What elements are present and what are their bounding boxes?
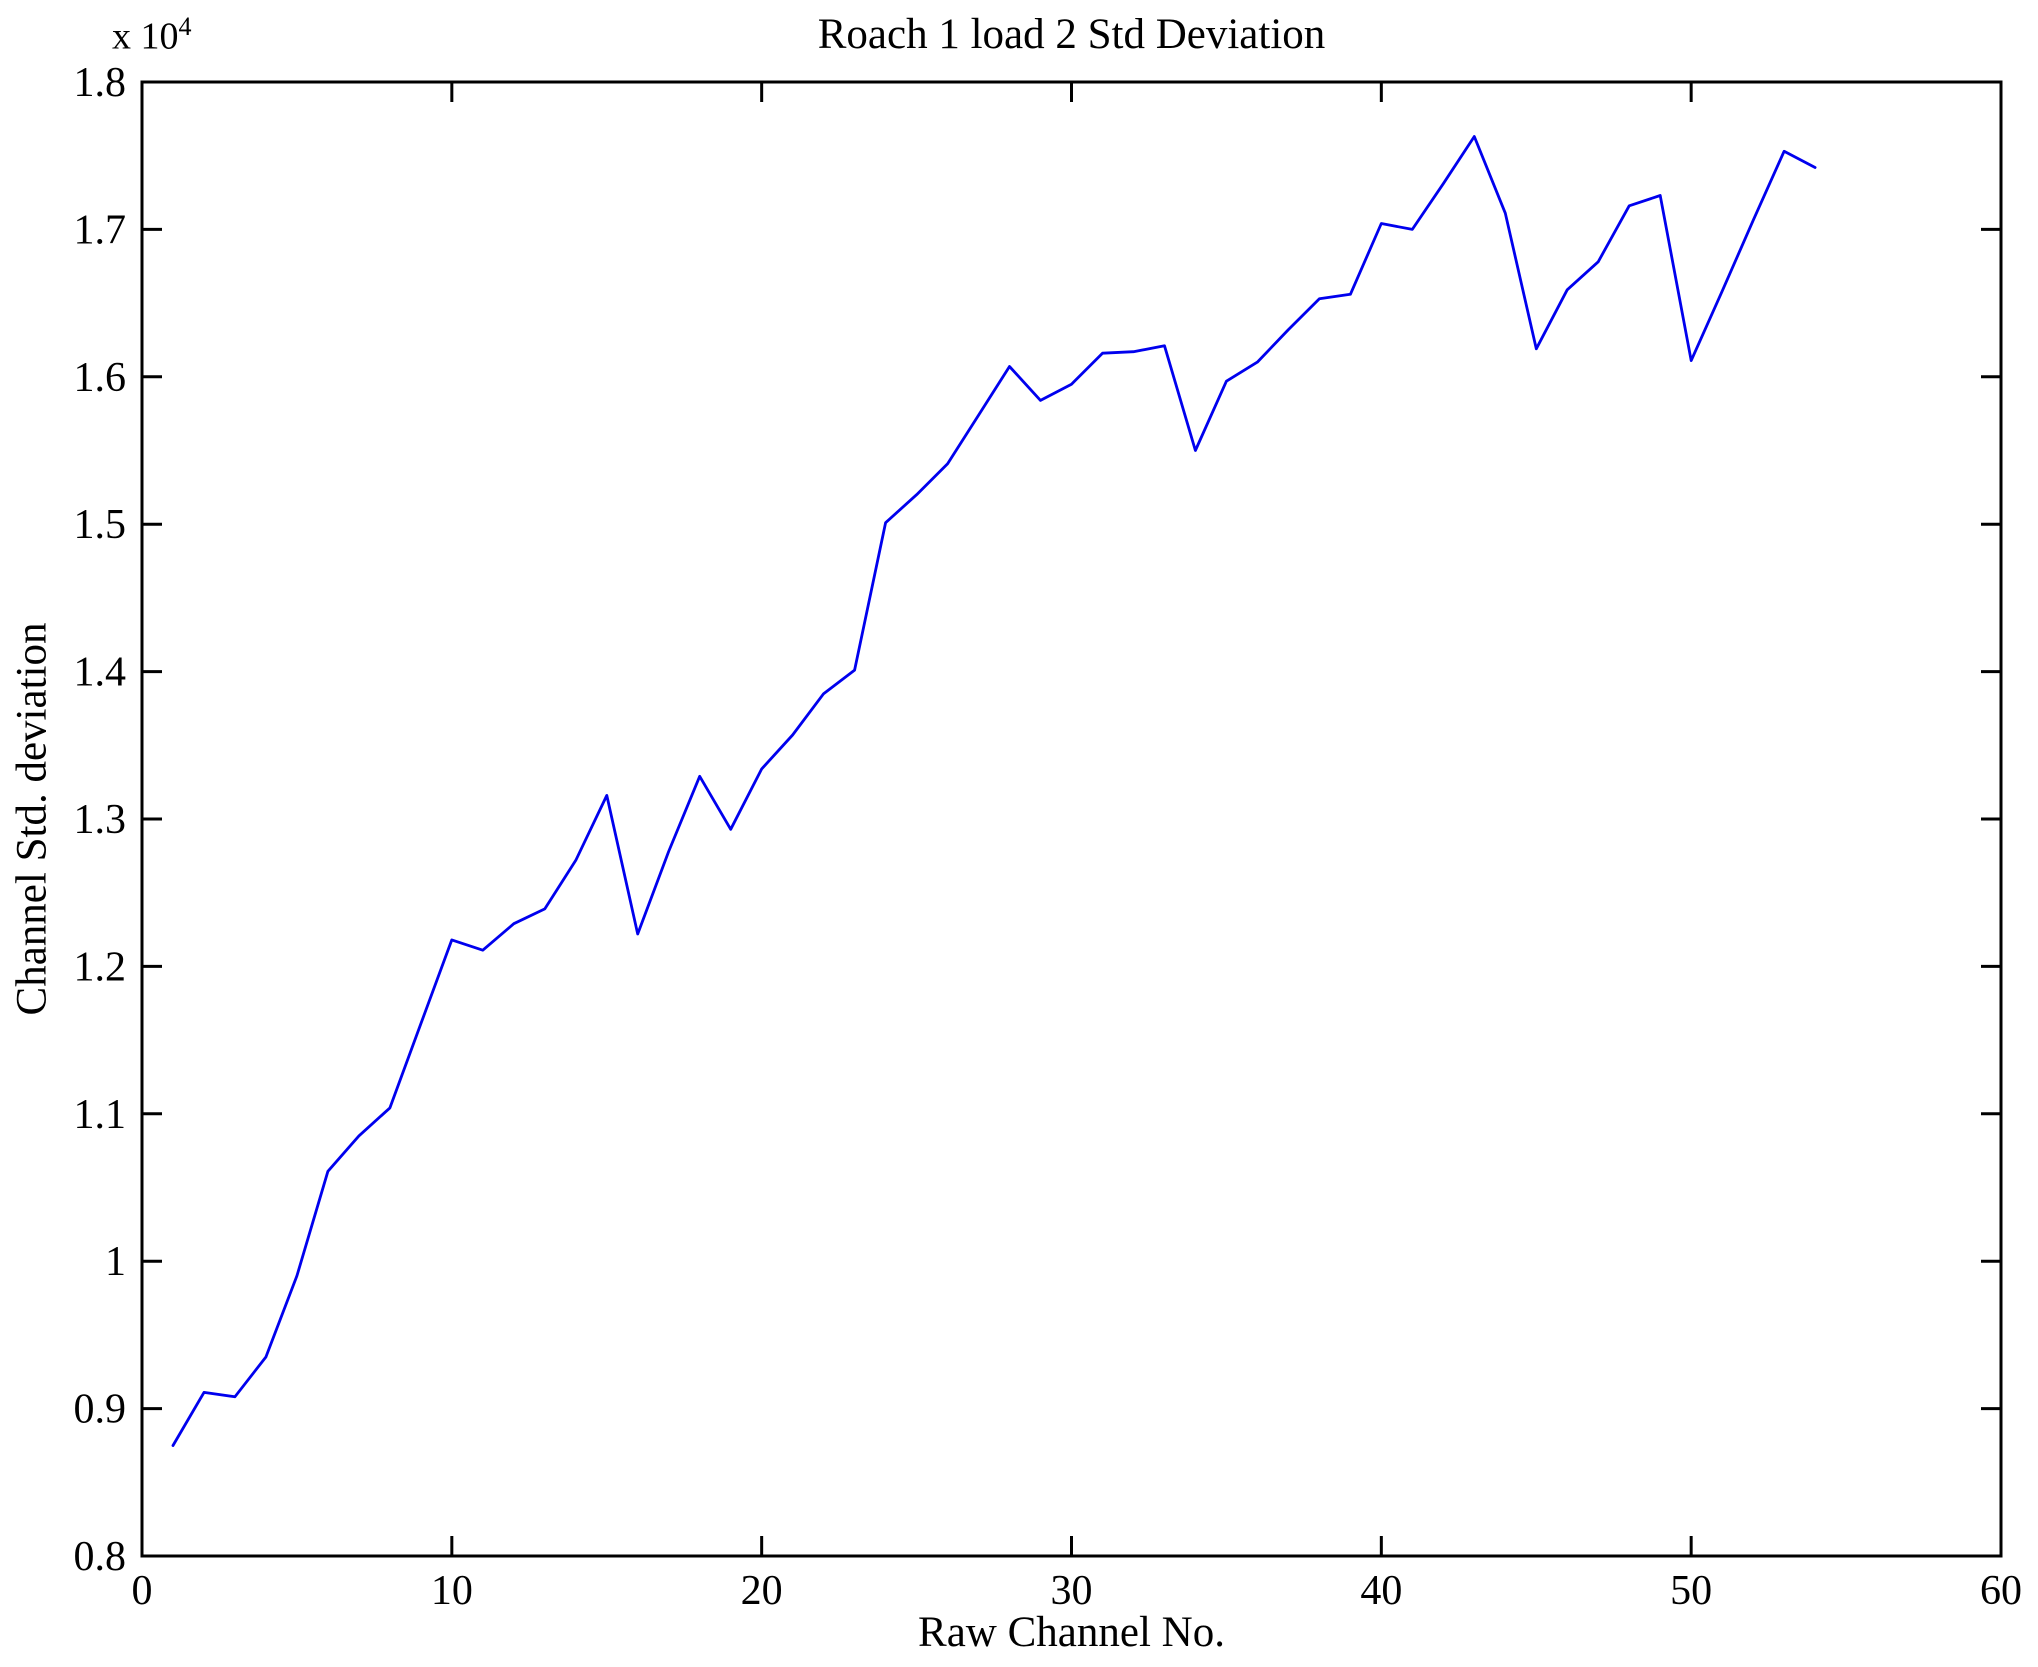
y-tick-label: 1.6 xyxy=(74,355,127,401)
x-tick-label: 10 xyxy=(431,1568,473,1614)
data-line-series xyxy=(171,135,1817,1447)
x-tick-label: 60 xyxy=(1980,1568,2022,1614)
x-tick-label: 0 xyxy=(132,1568,153,1614)
x-tick-label: 50 xyxy=(1670,1568,1712,1614)
chart-title: Roach 1 load 2 Std Deviation xyxy=(817,11,1326,58)
x-axis-label: Raw Channel No. xyxy=(918,1609,1225,1656)
y-tick-label: 1.2 xyxy=(74,944,127,990)
y-tick-label: 1.5 xyxy=(74,502,127,548)
y-tick-label: 1.7 xyxy=(74,207,127,253)
y-tick-label: 1.1 xyxy=(74,1092,127,1138)
axes-box xyxy=(140,80,2003,1558)
y-tick-label: 1 xyxy=(105,1239,126,1285)
y-tick-label: 1.3 xyxy=(74,797,127,843)
y-axis-exponent-label: x 104 xyxy=(112,12,192,59)
x-tick-label: 40 xyxy=(1360,1568,1402,1614)
y-tick-label: 0.9 xyxy=(74,1387,127,1433)
y-tick-label: 0.8 xyxy=(74,1534,127,1580)
y-tick-label: 1.8 xyxy=(74,60,127,106)
exponent-power: 4 xyxy=(178,12,192,41)
x-tick-label: 20 xyxy=(741,1568,783,1614)
y-axis-label: Channel Std. deviation xyxy=(8,622,56,1016)
exponent-base: x 10 xyxy=(112,15,179,58)
x-tick-label: 30 xyxy=(1051,1568,1093,1614)
y-tick-label: 1.4 xyxy=(74,650,127,696)
